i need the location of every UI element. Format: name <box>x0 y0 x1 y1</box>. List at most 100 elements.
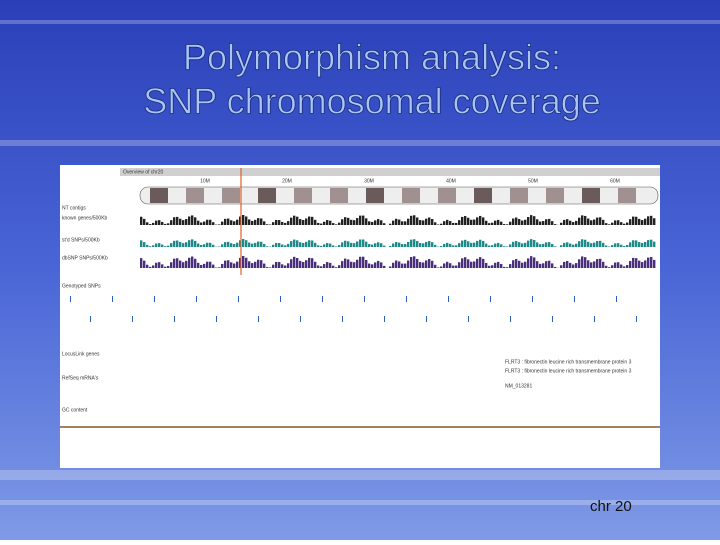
track-bar <box>185 219 187 225</box>
track-bar <box>644 242 646 247</box>
snp-tick <box>406 296 407 302</box>
track-bar <box>206 262 208 268</box>
track-bar <box>569 221 571 225</box>
track-bar <box>608 224 610 225</box>
track-bar <box>146 245 148 247</box>
track-bar <box>170 262 172 268</box>
track-bar <box>302 220 304 225</box>
track-bar <box>614 220 616 225</box>
track-bar <box>479 240 481 247</box>
track-bar <box>626 245 628 247</box>
track-bar <box>488 223 490 225</box>
track-bar <box>644 260 646 268</box>
track-bar <box>194 217 196 225</box>
track-bar <box>503 224 505 225</box>
track-bar <box>188 258 190 268</box>
track-bar <box>422 220 424 225</box>
track-bar <box>425 242 427 247</box>
gc-line <box>60 426 660 428</box>
track-bar <box>617 220 619 225</box>
track-bar <box>419 262 421 268</box>
track-bar <box>584 257 586 268</box>
track-bar <box>293 240 295 247</box>
track-bar <box>212 245 214 247</box>
track-bar <box>626 265 628 268</box>
track-bar <box>632 217 634 225</box>
track-bar <box>587 260 589 268</box>
track-bar <box>230 243 232 247</box>
track-bar <box>380 243 382 247</box>
track-bar <box>278 220 280 225</box>
track-bar <box>452 245 454 247</box>
track-bar <box>275 243 277 247</box>
track-bar <box>488 266 490 268</box>
track-bar <box>233 264 235 268</box>
track-bar <box>290 241 292 247</box>
track-bar <box>356 241 358 247</box>
track-bar <box>296 258 298 268</box>
annotation: NM_013281 <box>505 383 532 389</box>
track-bar <box>383 266 385 268</box>
overview-bar <box>120 168 660 176</box>
track-bar <box>494 244 496 247</box>
track-bar <box>599 241 601 247</box>
track-bar <box>560 223 562 225</box>
track-bar <box>356 260 358 268</box>
track-bar <box>200 245 202 247</box>
track-bar <box>362 257 364 268</box>
track-bar <box>455 245 457 247</box>
track-bar <box>353 220 355 225</box>
track-bar <box>650 240 652 247</box>
track-bar <box>608 246 610 247</box>
track-bar <box>314 262 316 268</box>
track-bar <box>410 257 412 268</box>
track-bar <box>566 219 568 225</box>
track-bar <box>323 244 325 247</box>
track-bar <box>629 261 631 268</box>
track-bar <box>335 246 337 247</box>
band <box>294 188 312 203</box>
track-bar <box>599 259 601 268</box>
track-bar <box>227 242 229 247</box>
track-bar <box>653 218 655 225</box>
track-bar <box>170 220 172 225</box>
snp-tick <box>258 316 259 322</box>
track-bar <box>422 262 424 268</box>
track-bar <box>287 244 289 247</box>
track-bar <box>575 263 577 268</box>
track-bar <box>509 244 511 247</box>
track-bar <box>197 221 199 225</box>
track-bar <box>407 242 409 247</box>
track-bar <box>350 262 352 268</box>
track-bar <box>146 222 148 225</box>
track-bar <box>416 259 418 268</box>
track-bar <box>161 222 163 225</box>
track-bar <box>290 218 292 225</box>
track-bar <box>350 220 352 225</box>
track-bar <box>641 243 643 247</box>
track-bar <box>623 224 625 225</box>
track-bar <box>551 221 553 225</box>
track-bar <box>416 241 418 247</box>
track-bar <box>506 267 508 268</box>
track-bar <box>527 217 529 225</box>
track-bar <box>545 261 547 268</box>
track-bar <box>380 220 382 225</box>
track-bar <box>413 215 415 225</box>
track-bar <box>392 221 394 225</box>
track-bar <box>527 258 529 268</box>
track-bar <box>473 220 475 225</box>
track-label: LocusLink genes <box>62 351 100 357</box>
track-label: RefSeq mRNA's <box>62 375 99 381</box>
track-bar <box>389 224 391 225</box>
track-bar <box>221 222 223 225</box>
track-bar <box>272 265 274 268</box>
track-bar <box>299 261 301 268</box>
track-bar <box>548 219 550 225</box>
snp-tick <box>448 296 449 302</box>
track-bar <box>578 241 580 247</box>
track-bar <box>353 243 355 247</box>
track-bar <box>617 262 619 268</box>
track-bar <box>242 215 244 225</box>
track-bar <box>623 246 625 247</box>
